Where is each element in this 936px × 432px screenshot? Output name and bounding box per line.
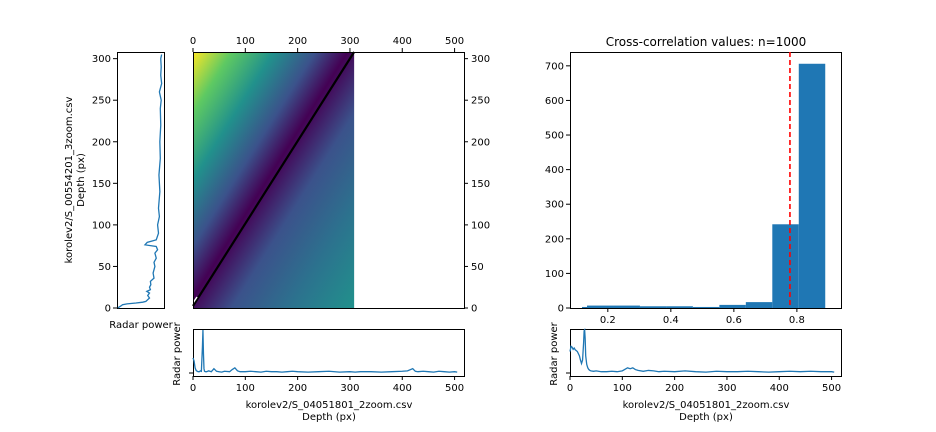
matrix-xtick-label: 100 — [236, 36, 255, 47]
bottom-left-xtick-label: 300 — [340, 383, 359, 394]
left-ytick-label: 250 — [92, 96, 111, 107]
hist-xtick-label: 0.6 — [726, 315, 742, 326]
hist-ytick-label: 600 — [545, 96, 564, 107]
hist-bar — [745, 302, 773, 308]
hist-title: Cross-correlation values: n=1000 — [606, 35, 807, 49]
bottom-right-xtick-label: 0 — [567, 383, 573, 394]
matrix-xtick-label: 500 — [445, 36, 464, 47]
alignment-path — [192, 51, 356, 307]
matrix-ytick-label: 250 — [471, 96, 490, 107]
bottom-right-xlabel-line2: Depth (px) — [679, 412, 733, 423]
bottom-left-xlabel-line1: korolev2/S_04051801_2zoom.csv — [246, 400, 413, 411]
hist-bar — [772, 224, 799, 308]
bottom-left-xtick-label: 400 — [393, 383, 412, 394]
bottom-right-xtick-label: 300 — [717, 383, 736, 394]
hist-xtick-label: 0.8 — [789, 315, 805, 326]
bottom-left-xtick-label: 500 — [445, 383, 464, 394]
hist-bar — [587, 305, 614, 308]
matrix-ytick-label: 200 — [471, 137, 490, 148]
hist-ytick-label: 200 — [545, 234, 564, 245]
hist-bar — [613, 305, 640, 308]
left-trace-ylabel-line2: Depth (px) — [76, 153, 87, 207]
left-ytick-label: 100 — [92, 220, 111, 231]
bottom-left-xtick-label: 100 — [236, 383, 255, 394]
bottom-left-xtick-label: 0 — [190, 383, 196, 394]
bottom-left-xtick-label: 200 — [288, 383, 307, 394]
matrix-ytick-label: 0 — [471, 304, 477, 315]
left-ytick-label: 200 — [92, 137, 111, 148]
bottom-right-ylabel: Radar power — [549, 321, 560, 385]
matrix-xtick-label: 400 — [393, 36, 412, 47]
bottom-right-xtick-label: 100 — [613, 383, 632, 394]
matrix-xtick-label: 300 — [340, 36, 359, 47]
matrix-axes — [192, 51, 465, 309]
hist-ytick-label: 700 — [545, 61, 564, 72]
bottom-right-xtick-label: 200 — [665, 383, 684, 394]
matrix-xtick-label: 200 — [288, 36, 307, 47]
hist-bar — [639, 306, 667, 308]
bottom-right-xtick-label: 400 — [770, 383, 789, 394]
matrix-xtick-label: 0 — [190, 36, 196, 47]
matrix-ytick-label: 150 — [471, 179, 490, 190]
matrix-ytick-label: 300 — [471, 54, 490, 65]
bottom-left-ylabel: Radar power — [172, 321, 183, 385]
left-ytick-label: 50 — [98, 262, 111, 273]
left-trace-axes — [117, 52, 165, 309]
bottom-right-trace-axes — [570, 329, 842, 377]
hist-ytick-label: 300 — [545, 200, 564, 211]
hist-bar — [582, 306, 588, 308]
hist-bar — [798, 63, 826, 308]
left-ytick-label: 150 — [92, 179, 111, 190]
hist-ytick-label: 100 — [545, 269, 564, 280]
hist-bar — [692, 306, 720, 308]
left-trace-line — [117, 54, 163, 309]
bottom-left-xlabel-line2: Depth (px) — [302, 412, 356, 423]
bottom-right-xlabel-line1: korolev2/S_04051801_2zoom.csv — [623, 400, 790, 411]
hist-xtick-label: 0.2 — [600, 315, 616, 326]
bottom-right-xtick-label: 500 — [822, 383, 841, 394]
left-ytick-label: 300 — [92, 54, 111, 65]
hist-bar — [719, 304, 746, 308]
bottom-right-line — [569, 327, 835, 373]
matrix-ytick-label: 50 — [471, 262, 484, 273]
hist-ytick-label: 400 — [545, 165, 564, 176]
matrix-ytick-label: 100 — [471, 220, 490, 231]
hist-ytick-label: 0 — [558, 304, 564, 315]
hist-ytick-label: 500 — [545, 131, 564, 142]
left-trace-ylabel-line1: korolev2/S_00554201_3zoom.csv — [64, 97, 75, 264]
bottom-left-trace-axes — [193, 329, 465, 377]
left-trace-xlabel: Radar power — [109, 320, 173, 331]
bottom-left-line — [192, 329, 458, 373]
hist-bar — [666, 306, 693, 308]
hist-xtick-label: 0.4 — [663, 315, 679, 326]
left-ytick-label: 0 — [105, 304, 111, 315]
hist-axes — [570, 52, 842, 309]
